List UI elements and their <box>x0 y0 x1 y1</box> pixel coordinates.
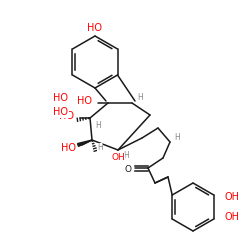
Text: HO: HO <box>53 107 68 117</box>
Text: HO: HO <box>59 111 74 121</box>
Polygon shape <box>78 140 92 146</box>
Text: OH: OH <box>111 154 125 162</box>
Text: H: H <box>97 144 103 152</box>
Text: HO: HO <box>88 23 102 33</box>
Text: OH: OH <box>225 212 240 222</box>
Text: HO: HO <box>61 143 76 153</box>
Text: H: H <box>123 152 129 160</box>
Text: HO: HO <box>53 93 68 103</box>
Text: O: O <box>124 164 132 173</box>
Text: H: H <box>95 122 101 130</box>
Text: H: H <box>137 94 143 102</box>
Text: H: H <box>174 134 180 142</box>
Text: OH: OH <box>225 192 240 202</box>
Text: HO: HO <box>77 96 92 106</box>
